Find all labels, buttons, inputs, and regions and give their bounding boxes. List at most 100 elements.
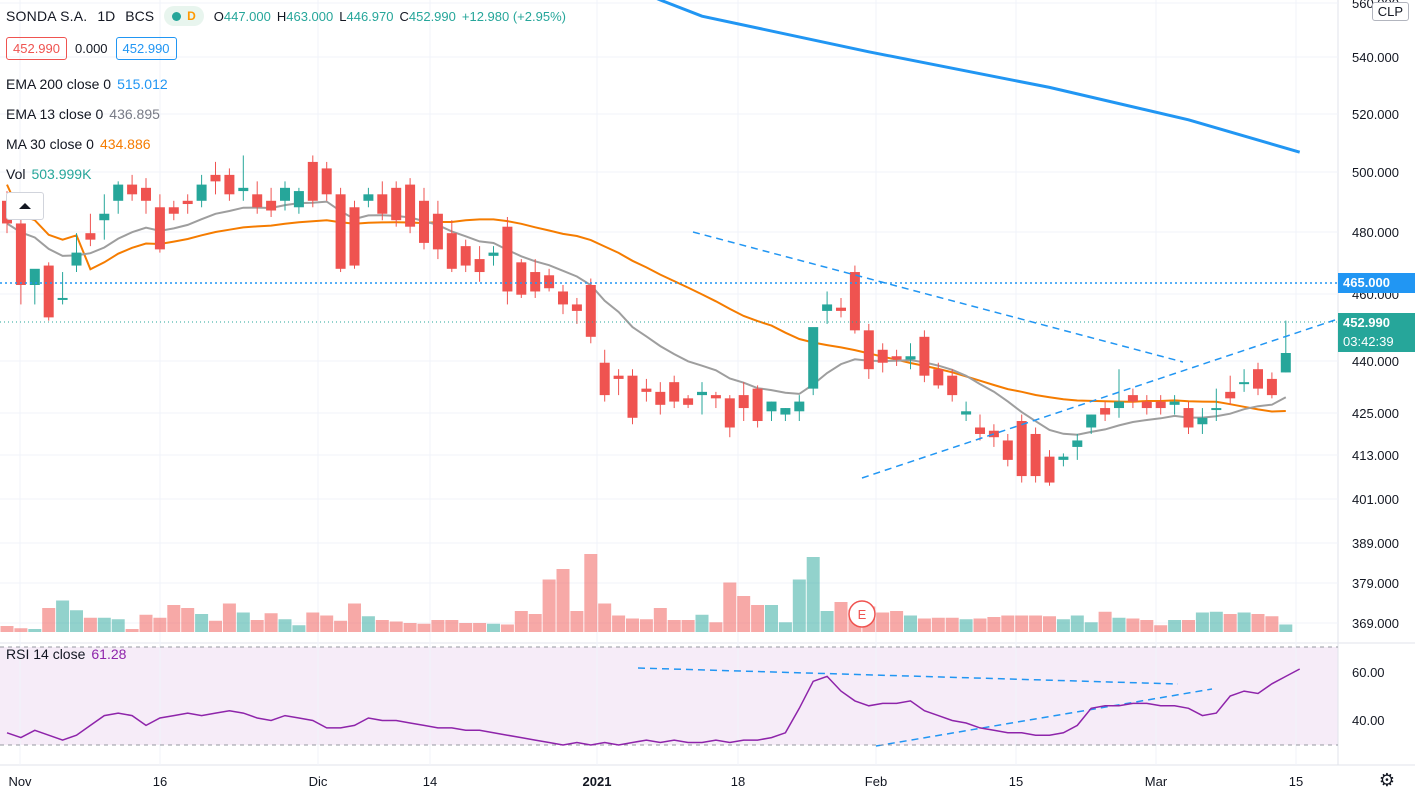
rsi-line <box>6 668 1301 746</box>
collapse-legend-button[interactable] <box>6 192 44 220</box>
market-status-pill[interactable]: D <box>164 6 204 26</box>
volume-bar <box>125 629 139 632</box>
price-level-badge: 465.000 <box>1338 273 1415 293</box>
candle-body <box>1253 369 1263 389</box>
candle-body <box>210 174 221 182</box>
volume-bar <box>556 569 570 632</box>
volume-bar <box>639 619 653 632</box>
legend-ma30[interactable]: MA 30 close 0 434.886 <box>6 136 151 152</box>
candle-body <box>1211 408 1222 411</box>
volume-bar <box>1126 618 1140 632</box>
candle-body <box>43 265 54 318</box>
change-value: +12.980 (+2.95%) <box>461 8 566 24</box>
candle-body <box>1044 456 1055 483</box>
candle-body <box>1100 408 1111 415</box>
legend-ema13[interactable]: EMA 13 close 0 436.895 <box>6 106 160 122</box>
buy-button[interactable]: 452.990 <box>115 37 177 60</box>
volume-bar <box>0 626 14 632</box>
candle-body <box>377 194 388 214</box>
x-tick-label: Mar <box>1145 774 1168 789</box>
volume-bar <box>375 620 389 632</box>
volume-bar <box>83 617 97 632</box>
volume-bar <box>987 617 1001 632</box>
volume-bar <box>348 603 361 632</box>
candle-body <box>1239 382 1250 385</box>
volume-bar <box>514 611 528 632</box>
symbol-header: SONDA S.A. 1D BCS D O447.000 H463.000 L4… <box>6 4 566 28</box>
currency-label[interactable]: CLP <box>1371 2 1409 21</box>
y-tick-label: 369.000 <box>1352 616 1399 631</box>
candle-body <box>1155 401 1166 409</box>
candle-body <box>224 174 235 195</box>
volume-bar <box>459 623 473 632</box>
volume-bar <box>222 603 236 632</box>
settings-gear-icon[interactable]: ⚙ <box>1378 770 1395 790</box>
candle-body <box>516 262 527 295</box>
y-tick-label: 389.000 <box>1352 536 1399 551</box>
volume-bar <box>1140 620 1154 632</box>
volume-bar <box>56 600 70 632</box>
volume-bar <box>1223 614 1237 632</box>
volume-bar <box>500 624 514 632</box>
candle-body <box>307 161 318 201</box>
candle-body <box>196 184 207 201</box>
volume-bar <box>1168 620 1182 632</box>
high-value: 463.000 <box>286 8 334 24</box>
x-tick-label: Dic <box>309 774 328 789</box>
sell-button[interactable]: 452.990 <box>6 37 67 60</box>
volume-bar <box>904 615 917 632</box>
symbol-name[interactable]: SONDA S.A. <box>6 8 88 24</box>
candle-body <box>252 194 263 208</box>
y-tick-label: 413.000 <box>1352 448 1399 463</box>
candle-body <box>669 382 680 402</box>
volume-bar <box>820 611 834 632</box>
volume-bar <box>250 620 264 632</box>
rsi-value: 61.28 <box>91 646 127 662</box>
volume-bar <box>1056 619 1070 632</box>
candle-body <box>280 187 290 201</box>
volume-bar <box>1029 615 1043 632</box>
volume-bar <box>709 622 723 632</box>
volume-bar <box>153 617 167 632</box>
chevron-up-icon <box>19 203 31 209</box>
volume-bar <box>806 557 820 632</box>
candle-body <box>558 291 568 305</box>
candle-body <box>544 275 555 289</box>
candle-body <box>363 194 374 201</box>
candle-body <box>71 252 82 266</box>
x-tick-label: Feb <box>865 774 887 789</box>
close-value: 452.990 <box>408 8 456 24</box>
candle-body <box>766 401 777 412</box>
volume-bar <box>667 620 681 632</box>
volume-bar <box>181 608 195 632</box>
y-tick-label: 440.000 <box>1352 354 1399 369</box>
candle-body <box>446 233 457 269</box>
ma30-line <box>6 184 1286 413</box>
volume-bar <box>292 625 306 632</box>
candle-body <box>141 187 151 201</box>
candle-body <box>488 252 499 256</box>
volume-bar <box>14 628 28 632</box>
volume-bar <box>417 623 431 632</box>
volume-bar <box>1265 616 1279 632</box>
interval-label[interactable]: 1D <box>97 8 116 24</box>
earnings-marker-icon <box>848 600 876 628</box>
legend-rsi[interactable]: RSI 14 close 61.28 <box>6 646 127 662</box>
volume-bar <box>445 620 459 632</box>
candle-body <box>877 349 888 363</box>
volume-bar <box>778 622 792 632</box>
candle-body <box>655 391 666 405</box>
volume-bar <box>278 619 292 632</box>
volume-bar <box>570 611 584 632</box>
legend-ema200[interactable]: EMA 200 close 0 515.012 <box>6 76 168 92</box>
volume-bar <box>70 610 83 632</box>
candle-body <box>349 207 360 266</box>
legend-volume[interactable]: Vol 503.999K <box>6 166 92 182</box>
x-tick-label: 16 <box>153 774 167 789</box>
volume-bar <box>1182 620 1195 632</box>
candle-body <box>432 213 443 250</box>
volume-bar <box>723 582 737 632</box>
y-tick-label: 401.000 <box>1352 492 1399 507</box>
ema13-value: 436.895 <box>109 106 160 122</box>
